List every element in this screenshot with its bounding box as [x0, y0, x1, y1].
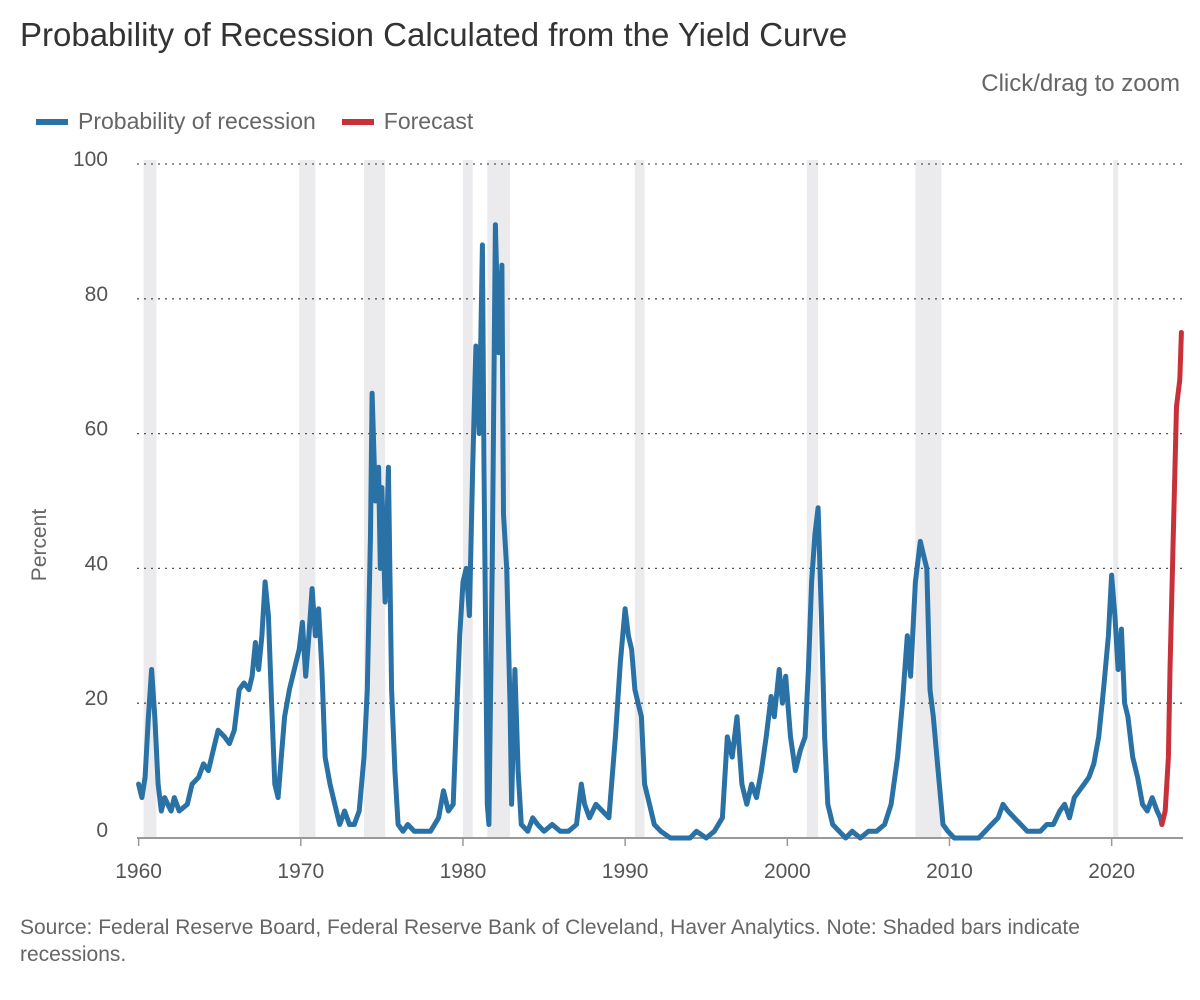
source-note: Source: Federal Reserve Board, Federal R… — [20, 916, 1080, 966]
legend-label-forecast: Forecast — [383, 108, 474, 134]
recession-bar — [299, 160, 316, 838]
y-tick-labels: 0 20 40 60 80 100 — [73, 148, 108, 842]
x-tick-label: 1980 — [440, 860, 487, 883]
legend-item-probability[interactable]: Probability of recession — [36, 108, 316, 135]
x-tick-label: 1990 — [602, 860, 649, 883]
recession-bar — [634, 160, 645, 838]
y-axis-label: Percent — [28, 509, 51, 582]
y-tick-label: 40 — [85, 552, 108, 575]
forecast-series-line — [1159, 330, 1184, 827]
recession-bar — [806, 160, 819, 838]
gridlines-group — [137, 163, 1183, 704]
legend-label-probability: Probability of recession — [78, 108, 316, 134]
y-tick-label: 0 — [96, 819, 108, 842]
y-tick-label: 80 — [85, 283, 108, 306]
y-tick-label: 60 — [85, 418, 108, 441]
recession-bar — [915, 160, 942, 838]
chart-legend: Probability of recession Forecast — [36, 108, 473, 135]
legend-swatch-probability — [36, 118, 68, 125]
zoom-hint[interactable]: Click/drag to zoom — [981, 70, 1180, 97]
series-group — [136, 222, 1184, 841]
x-tick-label: 2020 — [1088, 860, 1135, 883]
chart-title: Probability of Recession Calculated from… — [20, 16, 848, 53]
recession-bars-group — [143, 160, 1119, 838]
x-tick-label: 2000 — [764, 860, 811, 883]
probability-series-line — [136, 222, 1165, 841]
y-tick-label: 20 — [85, 687, 108, 710]
legend-swatch-forecast — [341, 118, 374, 125]
recession-bar — [1113, 160, 1119, 838]
recession-bar — [462, 160, 473, 838]
x-tick-label: 1970 — [277, 860, 324, 883]
y-tick-label: 100 — [73, 148, 108, 171]
x-tick-label: 2010 — [926, 860, 973, 883]
recession-probability-chart[interactable]: 0 20 40 60 80 100 1960 1970 1980 1990 2000 2010 202… — [0, 140, 1200, 900]
x-axis-group: 1960 1970 1980 1990 2000 2010 2020 — [115, 837, 1183, 883]
x-tick-label: 1960 — [115, 860, 162, 883]
legend-item-forecast[interactable]: Forecast — [341, 108, 474, 135]
